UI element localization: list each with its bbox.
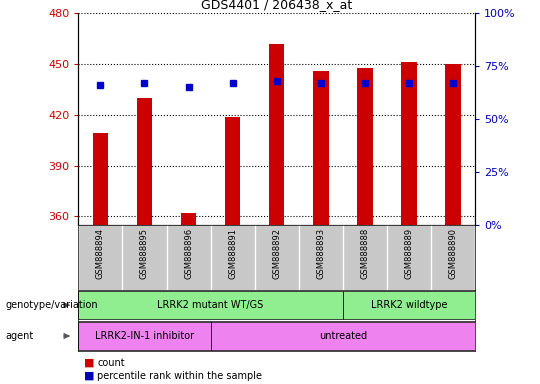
Text: LRRK2-IN-1 inhibitor: LRRK2-IN-1 inhibitor xyxy=(95,331,194,341)
Text: GSM888894: GSM888894 xyxy=(96,228,105,279)
Text: GSM888890: GSM888890 xyxy=(449,228,458,279)
Text: ■: ■ xyxy=(84,358,94,368)
Bar xyxy=(343,291,475,319)
Text: count: count xyxy=(97,358,125,368)
Bar xyxy=(181,213,196,225)
Bar xyxy=(313,71,328,225)
Text: agent: agent xyxy=(5,331,33,341)
Bar xyxy=(446,64,461,225)
Text: GSM888888: GSM888888 xyxy=(360,228,369,279)
Bar xyxy=(269,44,285,225)
Text: GSM888895: GSM888895 xyxy=(140,228,149,279)
Bar xyxy=(401,63,417,225)
Bar xyxy=(93,133,108,225)
Text: GSM888896: GSM888896 xyxy=(184,228,193,279)
Bar xyxy=(211,322,475,350)
Text: LRRK2 mutant WT/GS: LRRK2 mutant WT/GS xyxy=(158,300,264,310)
Bar xyxy=(78,322,211,350)
Text: ■: ■ xyxy=(84,371,94,381)
Text: untreated: untreated xyxy=(319,331,367,341)
Bar xyxy=(225,116,240,225)
Text: genotype/variation: genotype/variation xyxy=(5,300,98,310)
Bar xyxy=(78,291,343,319)
Text: GSM888893: GSM888893 xyxy=(316,228,325,279)
Text: LRRK2 wildtype: LRRK2 wildtype xyxy=(371,300,447,310)
Bar xyxy=(357,68,373,225)
Title: GDS4401 / 206438_x_at: GDS4401 / 206438_x_at xyxy=(201,0,353,11)
Text: percentile rank within the sample: percentile rank within the sample xyxy=(97,371,262,381)
Text: GSM888889: GSM888889 xyxy=(404,228,414,279)
Bar xyxy=(137,98,152,225)
Text: GSM888891: GSM888891 xyxy=(228,228,237,279)
Text: GSM888892: GSM888892 xyxy=(272,228,281,279)
